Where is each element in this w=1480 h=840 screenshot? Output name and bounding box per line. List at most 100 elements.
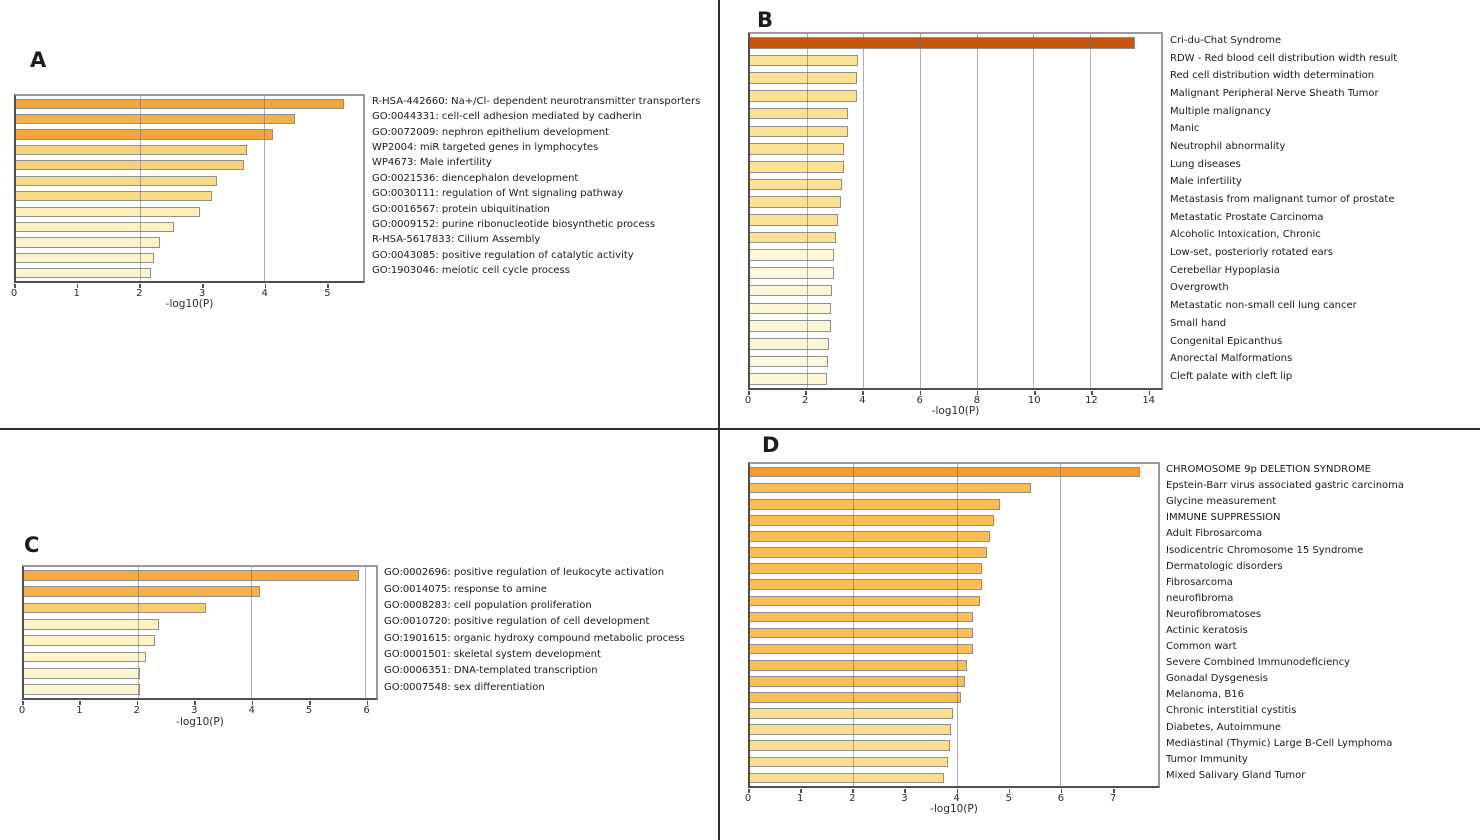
x-tick-mark (1060, 789, 1063, 793)
term-label: Malignant Peripheral Nerve Sheath Tumor (1170, 87, 1379, 99)
bar (750, 466, 1140, 478)
bar (750, 337, 830, 350)
panel-a-x-axis-ticks: 0 1 2 3 4 5 (10, 284, 365, 300)
bar (750, 284, 833, 297)
term-label: GO:0009152: purine ribonucleotide biosyn… (372, 218, 656, 230)
term-label: Male infertility (1170, 176, 1242, 188)
x-tick-mark (748, 789, 750, 793)
x-tick-label: 4 (859, 395, 866, 406)
x-tick-mark (956, 789, 959, 793)
bar (750, 498, 1001, 510)
gridline (137, 567, 139, 698)
x-tick-label: 2 (802, 395, 809, 406)
bar (16, 268, 152, 279)
term-label: Neutrophil abnormality (1170, 140, 1286, 152)
term-label: GO:0010720: positive regulation of cell … (384, 616, 650, 628)
x-tick-mark (1034, 391, 1036, 395)
bar (24, 602, 206, 614)
bar (750, 692, 961, 703)
bar (16, 252, 155, 263)
x-tick-mark (1008, 789, 1011, 793)
term-label: Tumor Immunity (1166, 753, 1248, 765)
term-label: Metastatic Prostate Carcinoma (1170, 211, 1324, 223)
x-tick-mark (919, 391, 922, 395)
panel-c-x-axis-label: -log10(P) (176, 716, 224, 728)
x-tick-mark (136, 701, 139, 705)
gridline (139, 96, 141, 281)
panel-d-x-axis-label: -log10(P) (930, 803, 978, 815)
x-tick-mark (309, 701, 311, 705)
bar (750, 373, 827, 385)
term-label: GO:0016567: protein ubiquitination (372, 203, 550, 215)
term-label: GO:0072009: nephron epithelium developme… (372, 126, 610, 138)
gridline (956, 464, 958, 786)
panel-d-plot-area (748, 462, 1160, 788)
term-label: Congenital Epicanthus (1170, 335, 1283, 347)
term-label: GO:0014075: response to amine (384, 583, 547, 595)
gridline (1059, 464, 1061, 786)
term-label: GO:0044331: cell-cell adhesion mediated … (372, 111, 642, 123)
panel-c-plot-area (22, 565, 378, 700)
term-label: GO:0001501: skeletal system development (384, 649, 601, 661)
bar (16, 160, 245, 171)
x-tick-label: 3 (191, 705, 198, 716)
bar (16, 98, 345, 109)
gridline (920, 34, 922, 388)
bar (750, 740, 950, 752)
gridline (806, 34, 808, 388)
bar (24, 569, 359, 581)
term-label: GO:0008283: cell population proliferatio… (384, 599, 592, 611)
bar (750, 579, 983, 591)
x-tick-mark (76, 284, 79, 288)
term-label: Dermatologic disorders (1166, 560, 1283, 572)
term-label: Melanoma, B16 (1166, 689, 1244, 701)
term-label: Manic (1170, 123, 1200, 135)
term-label: Cerebellar Hypoplasia (1170, 264, 1280, 276)
x-tick-mark (14, 284, 16, 288)
x-tick-label: 1 (73, 288, 80, 299)
bar (750, 355, 829, 368)
x-tick-label: 7 (1109, 793, 1117, 804)
x-tick-label: 6 (916, 395, 923, 406)
x-tick-label: 0 (10, 288, 18, 299)
bar (750, 196, 842, 208)
bar (16, 221, 174, 233)
panel-c-x-axis-ticks: 0 1 2 3 4 5 6 (18, 701, 378, 717)
panel-d-x-axis-ticks: 0 1 2 3 4 5 6 7 (745, 789, 1160, 805)
panel-b-letter: B (757, 8, 775, 32)
x-tick-mark (22, 701, 24, 705)
panel-b-term-labels: Cri-du-Chat Syndrome RDW - Red blood cell… (1170, 32, 1397, 390)
bar (750, 547, 987, 558)
x-tick-label: 3 (198, 288, 206, 299)
x-tick-mark (748, 391, 750, 395)
x-tick-label: 5 (305, 705, 313, 716)
term-label: GO:0030111: regulation of Wnt signaling … (372, 188, 624, 200)
x-tick-label: 1 (796, 793, 804, 804)
bar (750, 37, 1136, 49)
x-tick-label: 14 (1142, 395, 1156, 406)
x-tick-label: 0 (18, 705, 26, 716)
term-label: GO:0021536: diencephalon development (372, 172, 579, 184)
term-label: RDW - Red blood cell distribution width … (1170, 52, 1398, 64)
bar (750, 756, 948, 768)
bar (16, 237, 160, 248)
term-label: CHROMOSOME 9p DELETION SYNDROME (1166, 464, 1371, 476)
panel-d-letter: D (762, 433, 781, 457)
term-label: Cleft palate with cleft lip (1170, 370, 1293, 382)
x-tick-mark (1148, 391, 1151, 395)
bar (16, 175, 218, 186)
term-label: Lung diseases (1170, 158, 1241, 170)
panel-d-term-labels: CHROMOSOME 9p DELETION SYNDROME Epstein-B… (1166, 462, 1404, 788)
panel-c-letter: C (24, 533, 41, 557)
panel-b-x-axis-ticks: 0 2 4 6 8 10 12 14 (745, 391, 1163, 407)
term-label: IMMUNE SUPPRESSION (1166, 512, 1281, 524)
bar (750, 125, 848, 138)
x-tick-label: 2 (133, 705, 141, 716)
bar (24, 651, 147, 663)
term-label: Fibrosarcoma (1166, 576, 1233, 588)
term-label: Overgrowth (1170, 282, 1229, 294)
bar (750, 708, 953, 719)
term-label: Adult Fibrosarcoma (1166, 528, 1263, 540)
term-label: Metastatic non-small cell lung cancer (1170, 300, 1357, 312)
term-label: R-HSA-5617833: Cilium Assembly (372, 234, 541, 246)
